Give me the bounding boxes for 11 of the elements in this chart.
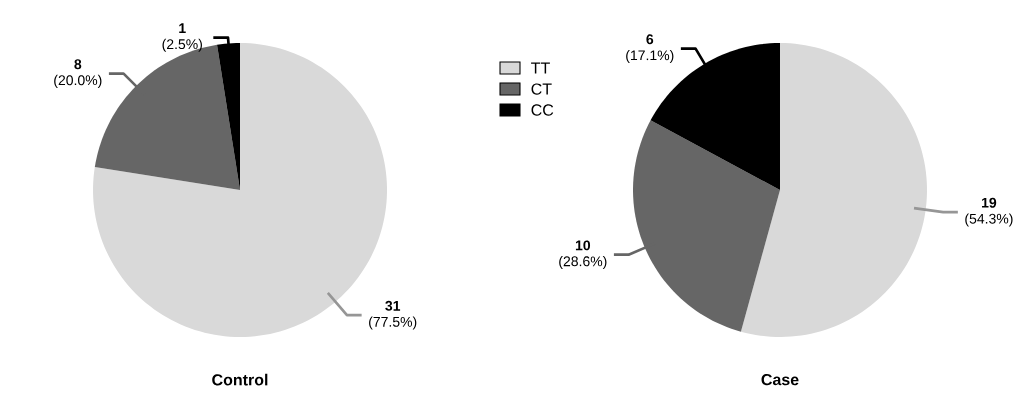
data-label: 1 (2.5%): [162, 23, 202, 52]
text: Case: [761, 373, 799, 386]
text: Control: [212, 373, 268, 386]
legend-label: CT: [531, 83, 552, 95]
legend-label: CC: [531, 104, 554, 116]
data-label: 31 (77.5%): [369, 300, 417, 330]
data-label: 19 (54.3%): [965, 197, 1013, 227]
data-label: 8 (20.0%): [54, 59, 102, 88]
data-label: 6 (17.1%): [626, 34, 674, 63]
data-label: 10 (28.6%): [559, 240, 607, 270]
legend-label: TT: [531, 62, 550, 74]
